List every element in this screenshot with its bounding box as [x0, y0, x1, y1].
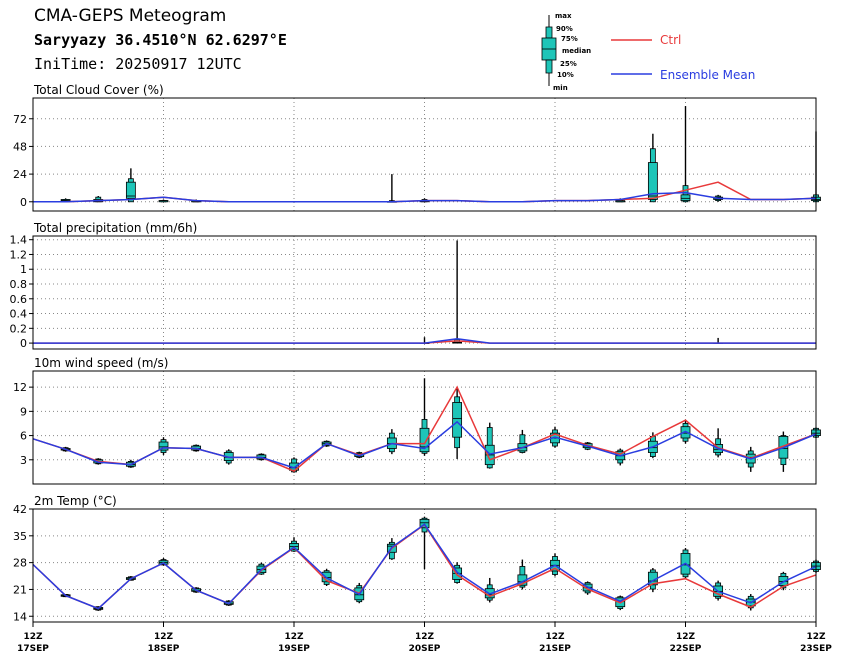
y-tick-label: 9 [20, 405, 27, 418]
legend-ctrl-label: Ctrl [660, 33, 681, 47]
box-15 [517, 429, 528, 454]
y-tick-label: 12 [13, 381, 27, 394]
mean-line [33, 337, 816, 344]
panel-title-cloud: Total Cloud Cover (%) [33, 83, 164, 97]
y-tick-label: 0.2 [10, 322, 28, 335]
legend-label-25: 25% [560, 60, 577, 68]
chart-title: CMA-GEPS Meteogram [34, 6, 227, 26]
panel-title-wind: 10m wind speed (m/s) [34, 356, 168, 370]
panel-0: 0 24 48 72 [13, 97, 821, 212]
x-tick-date: 17SEP [17, 644, 49, 654]
x-tick-hour: 12Z [676, 632, 696, 642]
location-label: Saryyazy 36.4510°N 62.6297°E [34, 31, 287, 49]
y-tick-label: 0.6 [10, 293, 28, 306]
box-13 [452, 387, 463, 459]
y-tick-label: 1.2 [10, 248, 28, 261]
x-tick-date: 19SEP [278, 644, 310, 654]
box-11 [386, 174, 397, 203]
y-tick-label: 0.4 [10, 308, 28, 321]
panel-1: 0 0.20.4 0.6 0.8 1 1.21.4 [10, 234, 817, 350]
y-tick-label: 42 [13, 503, 27, 516]
box-20 [680, 106, 691, 203]
legend-box-glyph [541, 15, 557, 86]
x-tick-hour: 12Z [23, 632, 43, 642]
box-25-75 [452, 402, 463, 438]
x-tick-hour: 12Z [154, 632, 174, 642]
panel-3: 14 21 28 35 42 [13, 503, 821, 623]
box-25-75 [125, 181, 136, 199]
init-time-label: IniTime: 20250917 12UTC [34, 55, 242, 73]
y-tick-label: 3 [20, 454, 27, 467]
x-tick-date: 18SEP [148, 644, 180, 654]
box-1 [60, 198, 71, 203]
box-4 [158, 199, 169, 203]
y-tick-label: 35 [13, 530, 27, 543]
box-19 [647, 133, 658, 203]
panel-frame [32, 235, 817, 350]
legend-label-min: min [553, 84, 568, 92]
y-tick-label: 14 [13, 610, 27, 623]
legend-label-median: median [562, 47, 591, 55]
x-tick-date: 21SEP [539, 644, 571, 654]
mean-line [33, 191, 817, 203]
mean-line [32, 420, 817, 469]
legend-label-max: max [555, 12, 572, 20]
x-tick-hour: 12Z [806, 632, 826, 642]
panel-2: 3 6 9 12 [13, 370, 821, 485]
box-25-75 [680, 194, 691, 202]
box-4 [158, 437, 169, 455]
box-3 [125, 168, 136, 203]
legend-mean-label: Ensemble Mean [660, 68, 755, 82]
x-tick-hour: 12Z [545, 632, 565, 642]
x-tick-hour: 12Z [415, 632, 435, 642]
y-tick-label: 72 [13, 113, 27, 126]
box-18 [615, 448, 626, 466]
mean-line [32, 523, 817, 610]
y-tick-label: 0 [20, 337, 27, 350]
legend: max 90% 75% median 25% 10% min Ctrl Ense… [541, 12, 755, 92]
y-tick-label: 0 [20, 196, 27, 209]
panel-title-temp: 2m Temp (°C) [34, 494, 117, 508]
box-11 [386, 429, 397, 455]
y-tick-label: 24 [13, 168, 27, 181]
legend-label-75: 75% [561, 35, 578, 43]
panel-frame [32, 370, 817, 485]
box-13 [452, 240, 463, 344]
box-25-75 [158, 441, 169, 451]
legend-label-90: 90% [556, 25, 573, 33]
y-tick-label: 6 [20, 430, 27, 443]
x-tick-date: 23SEP [800, 644, 832, 654]
box-23 [778, 431, 789, 472]
y-tick-label: 21 [13, 583, 27, 596]
x-tick-date: 22SEP [670, 644, 702, 654]
x-tick-date: 20SEP [409, 644, 441, 654]
x-axis-labels: 12Z 17SEP 12Z 18SEP 12Z 19SEP 12Z 20SEP 12Z 21SEP… [17, 622, 832, 654]
box-25-75 [647, 162, 658, 200]
box-21 [713, 428, 724, 458]
legend-label-10: 10% [557, 71, 574, 79]
y-tick-label: 1.4 [10, 234, 28, 247]
y-tick-label: 0.8 [10, 278, 28, 291]
y-tick-label: 28 [13, 557, 27, 570]
box-14 [484, 577, 495, 603]
panel-title-precip: Total precipitation (mm/6h) [33, 221, 197, 235]
box-25-75 [419, 427, 430, 453]
box-14 [484, 422, 495, 469]
x-tick-hour: 12Z [284, 632, 304, 642]
y-tick-label: 1 [20, 263, 27, 276]
panel-frame [32, 97, 817, 212]
y-tick-label: 48 [13, 140, 27, 153]
